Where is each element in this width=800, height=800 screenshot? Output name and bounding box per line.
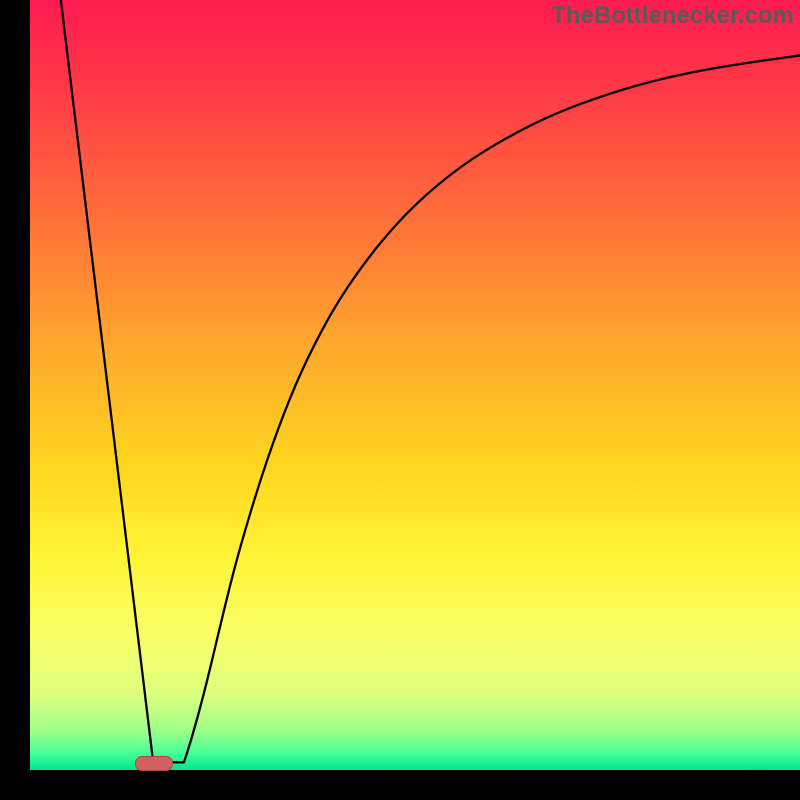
axis-left-border [0,0,30,800]
bottleneck-marker [135,756,173,771]
plot-area [30,0,800,770]
bottleneck-curve-svg [30,0,800,770]
watermark-text: TheBottlenecker.com [551,2,794,30]
bottleneck-curve [61,0,800,762]
axis-bottom-border [0,770,800,800]
